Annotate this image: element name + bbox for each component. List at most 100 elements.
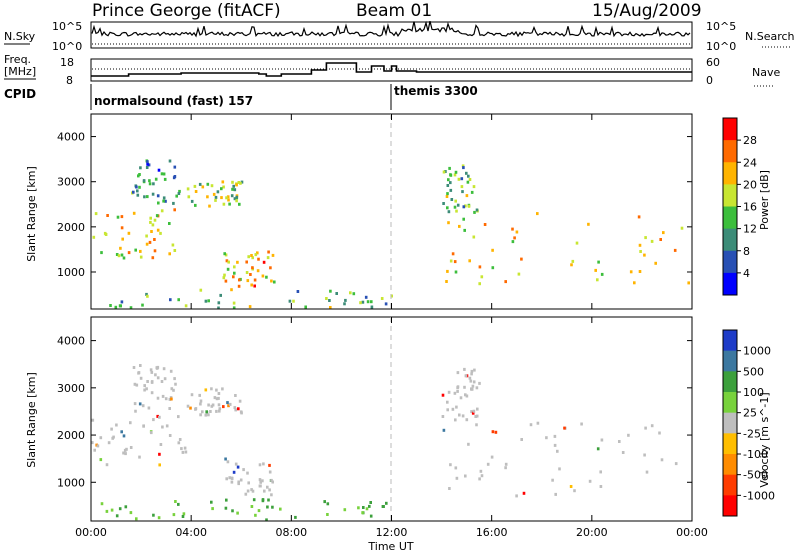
echo-cell: [453, 173, 457, 177]
echo-cell: [643, 253, 646, 257]
echo-cell: [455, 405, 458, 409]
y-tick-label: 3000: [57, 382, 85, 395]
echo-cell: [173, 175, 177, 178]
echo-cell: [247, 255, 250, 259]
colorbar-swatch: [723, 330, 737, 352]
colorbar-swatch: [723, 206, 737, 230]
echo-cell: [453, 205, 457, 209]
echo-cell: [627, 433, 630, 437]
echo-cell: [236, 260, 239, 264]
echo-cell: [254, 253, 258, 257]
echo-cell: [134, 248, 137, 252]
echo-cell: [127, 231, 131, 235]
echo-cell: [162, 199, 165, 203]
echo-cell: [149, 220, 152, 224]
echo-cell: [473, 210, 476, 214]
echo-cell: [180, 447, 183, 451]
echo-cell: [138, 455, 141, 459]
echo-cell: [235, 199, 238, 203]
echo-cell: [239, 181, 242, 185]
echo-cell: [181, 515, 185, 518]
echo-cell: [369, 501, 372, 504]
nsky-trace: [91, 20, 691, 38]
colorbar-swatch: [723, 118, 737, 141]
echo-cell: [335, 292, 338, 295]
echo-cell: [369, 514, 373, 518]
echo-cell: [235, 183, 238, 187]
echo-cell: [224, 457, 227, 461]
echo-cell: [570, 263, 573, 267]
echo-cell: [245, 260, 248, 264]
echo-cell: [447, 390, 451, 394]
echo-cell: [456, 371, 460, 375]
echo-cell: [120, 253, 124, 257]
echo-cell: [233, 271, 236, 275]
echo-cell: [444, 170, 447, 173]
echo-cell: [362, 506, 365, 509]
echo-cell: [364, 295, 368, 299]
echo-cell: [463, 367, 466, 371]
echo-cell: [135, 185, 138, 189]
echo-cell: [449, 181, 452, 185]
echo-cell: [273, 280, 276, 284]
echo-cell: [456, 385, 460, 389]
echo-cell: [91, 441, 94, 445]
echo-cell: [370, 305, 374, 309]
echo-cell: [193, 184, 197, 188]
echo-cell: [257, 509, 261, 513]
echo-cell: [259, 480, 262, 484]
velocity-colorbar-title: Velocity [m s^-1]: [758, 392, 771, 487]
echo-cell: [189, 406, 192, 410]
echo-cell: [224, 279, 228, 283]
colorbar-frame: [722, 329, 738, 517]
echo-cell: [170, 397, 173, 401]
echo-cell: [461, 414, 465, 418]
echo-cell: [448, 487, 451, 490]
echo-cell: [226, 401, 229, 405]
echo-cell: [629, 270, 633, 274]
echo-cell: [352, 292, 356, 296]
echo-cell: [660, 458, 664, 462]
echo-cell: [453, 260, 457, 264]
echo-cell: [233, 406, 237, 410]
nsearch-tick-low: 10^0: [706, 40, 736, 53]
echo-cell: [228, 202, 231, 206]
echo-cell: [258, 463, 262, 467]
echo-cell: [450, 198, 454, 201]
echo-cell: [658, 431, 661, 435]
echo-cell: [470, 410, 473, 414]
echo-cell: [504, 462, 508, 466]
echo-cell: [294, 515, 297, 519]
echo-cell: [233, 197, 237, 201]
echo-cell: [441, 415, 445, 418]
echo-cell: [222, 202, 226, 206]
echo-cell: [257, 257, 260, 261]
echo-cell: [154, 177, 158, 181]
echo-cell: [99, 436, 103, 440]
echo-cell: [136, 193, 140, 197]
echo-cell: [237, 181, 241, 184]
echo-cell: [384, 302, 388, 306]
echo-cell: [464, 204, 467, 208]
echo-cell: [194, 407, 197, 411]
echo-cell: [158, 463, 161, 467]
echo-cell: [464, 374, 468, 378]
colorbar-swatch: [723, 350, 737, 372]
echo-cell: [240, 180, 244, 184]
echo-cell: [475, 423, 478, 427]
echo-cell: [250, 283, 253, 287]
echo-cell: [147, 163, 151, 167]
echo-cell: [148, 182, 152, 186]
echo-cell: [150, 370, 154, 374]
echo-cell: [545, 436, 548, 440]
echo-cell: [234, 394, 237, 397]
echo-cell: [556, 449, 559, 453]
echo-cell: [266, 256, 270, 260]
echo-cell: [551, 478, 554, 482]
y-tick-label: 4000: [57, 335, 85, 348]
y-tick-label: 4000: [57, 131, 85, 144]
echo-cell: [638, 270, 642, 273]
echo-cell: [486, 462, 490, 466]
echo-cell: [199, 402, 202, 406]
nave-tick-high: 60: [706, 56, 720, 69]
